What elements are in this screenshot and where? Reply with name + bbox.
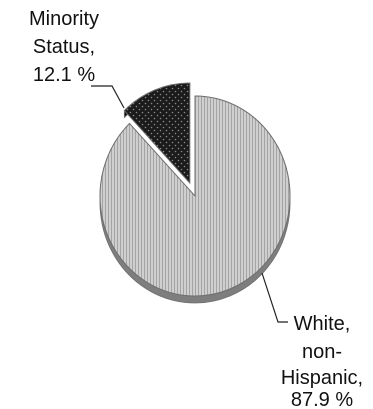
white-label-line-3: Hispanic, (281, 367, 363, 389)
minority-label-line-1: Minority (29, 8, 99, 30)
pie-slices (99, 82, 291, 304)
white-leader-line (261, 272, 288, 323)
white-label-line-1: White, (294, 313, 351, 335)
leader-lines (91, 85, 288, 323)
pie-slice-minority (123, 82, 191, 185)
minority-label-line-3: 12.1 % (33, 64, 95, 86)
minority-label-line-2: Status, (33, 36, 95, 58)
white-label-line-4: 87.9 % (291, 389, 353, 409)
white-label-line-2: non- (302, 341, 342, 363)
minority-leader-line (91, 85, 125, 109)
pie-slice-white (99, 95, 291, 297)
